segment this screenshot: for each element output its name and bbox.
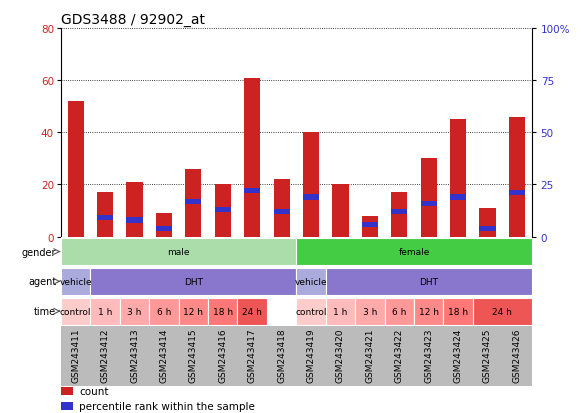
Text: GSM243416: GSM243416 <box>218 328 227 382</box>
Text: gender: gender <box>22 247 56 257</box>
Bar <box>355 298 385 325</box>
Bar <box>473 298 532 325</box>
Text: agent: agent <box>28 277 56 287</box>
Text: control: control <box>60 307 91 316</box>
Bar <box>479 209 496 237</box>
Text: GSM243411: GSM243411 <box>71 328 80 382</box>
Bar <box>303 195 319 200</box>
Text: 1 h: 1 h <box>98 307 112 316</box>
Text: GSM243412: GSM243412 <box>101 328 110 382</box>
Text: control: control <box>295 307 327 316</box>
Bar <box>509 191 525 196</box>
Bar <box>215 185 231 237</box>
Text: 24 h: 24 h <box>242 307 262 316</box>
Bar <box>362 216 378 237</box>
Text: 24 h: 24 h <box>492 307 512 316</box>
Bar <box>120 298 149 325</box>
Text: vehicle: vehicle <box>59 277 92 286</box>
Text: GSM243425: GSM243425 <box>483 328 492 382</box>
Text: DHT: DHT <box>184 277 203 286</box>
Bar <box>296 268 326 295</box>
Bar <box>208 298 238 325</box>
Bar <box>326 268 532 295</box>
Text: GSM243423: GSM243423 <box>424 328 433 382</box>
Bar <box>215 207 231 213</box>
Bar <box>156 226 172 231</box>
Text: female: female <box>398 247 430 256</box>
Text: GSM243424: GSM243424 <box>454 328 462 382</box>
Bar <box>97 193 113 237</box>
Bar <box>332 185 349 237</box>
Bar <box>61 401 73 410</box>
Text: GSM243418: GSM243418 <box>277 328 286 382</box>
Bar <box>61 239 296 265</box>
Text: DHT: DHT <box>419 277 438 286</box>
Bar <box>127 218 142 223</box>
Bar <box>385 298 414 325</box>
Bar <box>391 209 407 215</box>
Bar <box>67 102 84 237</box>
Bar <box>274 209 290 215</box>
Bar <box>303 133 319 237</box>
Bar <box>185 199 202 204</box>
Bar <box>61 387 73 395</box>
Text: percentile rank within the sample: percentile rank within the sample <box>79 401 254 411</box>
Bar <box>326 298 355 325</box>
Text: GSM243415: GSM243415 <box>189 328 198 382</box>
Bar <box>296 239 532 265</box>
Bar <box>443 298 473 325</box>
Text: 3 h: 3 h <box>127 307 142 316</box>
Bar <box>414 298 443 325</box>
Bar <box>450 195 466 200</box>
Bar <box>97 216 113 221</box>
Bar <box>479 226 496 231</box>
Text: male: male <box>167 247 190 256</box>
Text: GSM243414: GSM243414 <box>159 328 168 382</box>
Bar <box>391 193 407 237</box>
Text: GSM243421: GSM243421 <box>365 328 374 382</box>
Bar <box>156 214 172 237</box>
Bar <box>421 201 437 206</box>
Bar <box>421 159 437 237</box>
Text: vehicle: vehicle <box>295 277 327 286</box>
Text: 3 h: 3 h <box>363 307 377 316</box>
Text: 1 h: 1 h <box>333 307 347 316</box>
Bar <box>238 298 267 325</box>
Text: time: time <box>34 306 56 316</box>
Text: GSM243422: GSM243422 <box>394 328 404 382</box>
Bar <box>91 268 296 295</box>
Bar <box>274 180 290 237</box>
Bar <box>244 189 260 194</box>
Bar <box>509 117 525 237</box>
Text: GSM243419: GSM243419 <box>307 328 315 382</box>
Bar <box>185 169 202 237</box>
Bar <box>450 120 466 237</box>
Text: 18 h: 18 h <box>213 307 233 316</box>
Text: GSM243420: GSM243420 <box>336 328 345 382</box>
Text: 6 h: 6 h <box>157 307 171 316</box>
Text: GDS3488 / 92902_at: GDS3488 / 92902_at <box>61 12 205 26</box>
Bar <box>362 222 378 227</box>
Bar <box>127 183 142 237</box>
Bar <box>179 298 208 325</box>
Bar <box>244 78 260 237</box>
Text: count: count <box>79 386 109 396</box>
Bar <box>61 298 91 325</box>
Text: 12 h: 12 h <box>184 307 203 316</box>
Text: GSM243426: GSM243426 <box>512 328 521 382</box>
Bar <box>61 268 91 295</box>
Bar <box>91 298 120 325</box>
Text: GSM243413: GSM243413 <box>130 328 139 382</box>
Bar <box>296 298 326 325</box>
Text: 6 h: 6 h <box>392 307 407 316</box>
Bar <box>149 298 179 325</box>
Text: 12 h: 12 h <box>419 307 439 316</box>
Text: 18 h: 18 h <box>448 307 468 316</box>
Text: GSM243417: GSM243417 <box>248 328 257 382</box>
